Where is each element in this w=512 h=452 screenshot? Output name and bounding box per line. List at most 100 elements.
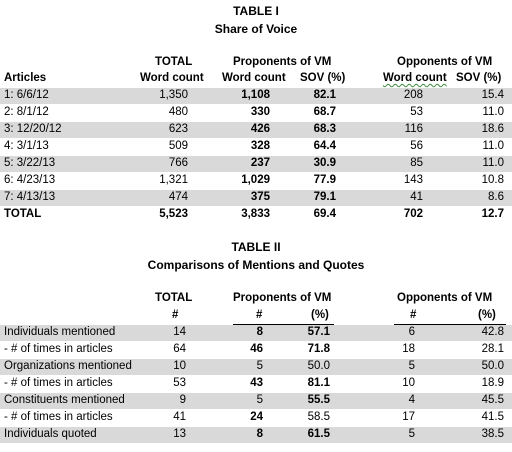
proponents-pct-header: (%) <box>311 309 329 321</box>
opponents-header: Opponents of VM <box>397 292 493 304</box>
proponents-sov: 68.7 <box>313 106 336 118</box>
opponents-wordcount: 116 <box>404 123 423 135</box>
table-row: 1: 6/6/12 1,350 1,108 82.1 208 15.4 <box>0 88 512 104</box>
row-label: 6: 4/23/13 <box>4 174 56 186</box>
proponents-wordcount: 330 <box>250 106 270 118</box>
proponents-header: Proponents of VM <box>233 292 332 304</box>
proponents-sov: 77.9 <box>313 174 336 186</box>
proponents-header-rule <box>233 324 334 325</box>
total-wordcount: 509 <box>168 140 188 152</box>
opponents-sov: 8.6 <box>488 191 504 203</box>
proponents-wordcount: 426 <box>250 123 270 135</box>
proponents-wordcount: 3,833 <box>241 208 270 220</box>
total-count-header: # <box>172 309 179 321</box>
table-row: - # of times in articles 53 43 81.1 10 1… <box>0 376 512 392</box>
total-count: 13 <box>173 428 186 440</box>
table-row: 2: 8/1/12 480 330 68.7 53 11.0 <box>0 105 512 121</box>
row-label: 3: 12/20/12 <box>4 123 62 135</box>
table-row: 4: 3/1/13 509 328 64.4 56 11.0 <box>0 139 512 155</box>
total-count: 53 <box>173 377 186 389</box>
opponents-sov: 11.0 <box>482 140 504 152</box>
total-count: 64 <box>173 343 186 355</box>
total-wordcount: 623 <box>168 123 188 135</box>
opponents-wordcount-header: Word count <box>383 72 447 84</box>
proponents-pct: 61.5 <box>307 428 330 440</box>
table1-title: TABLE I <box>233 4 279 18</box>
table-row: Organizations mentioned 10 5 50.0 5 50.0 <box>0 359 512 375</box>
proponents-wordcount: 1,108 <box>241 89 270 101</box>
proponents-sov: 64.4 <box>313 140 336 152</box>
total-wordcount: 480 <box>168 106 188 118</box>
opponents-sov: 11.0 <box>482 157 504 169</box>
row-label: 7: 4/13/13 <box>4 191 56 203</box>
table-row: 7: 4/13/13 474 375 79.1 41 8.6 <box>0 190 512 206</box>
opponents-wordcount: 143 <box>403 174 423 186</box>
opponents-count: 18 <box>402 343 415 355</box>
opponents-header-rule <box>394 324 506 325</box>
proponents-sov: 79.1 <box>313 191 336 203</box>
row-label: - # of times in articles <box>4 343 113 355</box>
table-row-total: TOTAL 5,523 3,833 69.4 702 12.7 <box>0 207 512 223</box>
articles-header: Articles <box>4 72 47 84</box>
opponents-sov: 12.7 <box>481 208 504 220</box>
proponents-wordcount: 1,029 <box>241 174 270 186</box>
total-count: 9 <box>179 394 186 406</box>
opponents-wordcount: 56 <box>410 140 423 152</box>
opponents-count: 10 <box>402 377 415 389</box>
opponents-sov: 10.8 <box>481 174 504 186</box>
total-wordcount-header: Word count <box>140 72 204 84</box>
proponents-pct: 71.8 <box>307 343 330 355</box>
total-wordcount: 474 <box>168 191 188 203</box>
row-label: Constituents mentioned <box>4 394 125 406</box>
total-wordcount: 5,523 <box>159 208 188 220</box>
total-count: 41 <box>173 411 186 423</box>
total-count: 14 <box>173 326 186 338</box>
opponents-count: 6 <box>408 326 415 338</box>
proponents-pct: 55.5 <box>307 394 330 406</box>
table-row: 5: 3/22/13 766 237 30.9 85 11.0 <box>0 156 512 172</box>
opponents-sov: 11.0 <box>482 106 504 118</box>
proponents-sov: 68.3 <box>313 123 336 135</box>
opponents-wordcount: 85 <box>410 157 423 169</box>
table2-subtitle: Comparisons of Mentions and Quotes <box>147 258 365 272</box>
proponents-wordcount: 237 <box>250 157 270 169</box>
opponents-pct: 41.5 <box>481 411 504 423</box>
table-row: - # of times in articles 64 46 71.8 18 2… <box>0 342 512 358</box>
table-row: 6: 4/23/13 1,321 1,029 77.9 143 10.8 <box>0 173 512 189</box>
opponents-pct: 45.5 <box>481 394 504 406</box>
proponents-pct: 57.1 <box>307 326 330 338</box>
row-label: 2: 8/1/12 <box>4 106 49 118</box>
proponents-pct: 81.1 <box>307 377 330 389</box>
proponents-sov: 30.9 <box>313 157 336 169</box>
row-label: - # of times in articles <box>4 377 113 389</box>
table-row: Constituents mentioned 9 5 55.5 4 45.5 <box>0 393 512 409</box>
total-count: 10 <box>173 360 186 372</box>
opponents-wordcount: 208 <box>403 89 423 101</box>
opponents-pct: 42.8 <box>481 326 504 338</box>
table-row: Individuals mentioned 14 8 57.1 6 42.8 <box>0 325 512 341</box>
proponents-wordcount: 328 <box>250 140 270 152</box>
total-wordcount: 766 <box>168 157 188 169</box>
proponents-count: 5 <box>256 360 263 372</box>
opponents-pct: 50.0 <box>481 360 504 372</box>
proponents-count: 8 <box>256 326 263 338</box>
proponents-count: 43 <box>250 377 263 389</box>
proponents-wordcount: 375 <box>250 191 270 203</box>
proponents-sov: 82.1 <box>313 89 336 101</box>
row-label: TOTAL <box>4 208 42 220</box>
proponents-sov-header: SOV (%) <box>300 72 346 84</box>
proponents-sov: 69.4 <box>313 208 336 220</box>
row-label: 5: 3/22/13 <box>4 157 56 169</box>
opponents-wordcount: 53 <box>410 106 423 118</box>
total-wordcount: 1,321 <box>159 174 188 186</box>
proponents-pct: 58.5 <box>307 411 330 423</box>
opponents-sov-header: SOV (%) <box>456 72 502 84</box>
row-label: - # of times in articles <box>4 411 113 423</box>
opponents-pct-header: (%) <box>478 309 496 321</box>
row-label: Individuals quoted <box>4 428 97 440</box>
opponents-sov: 15.4 <box>481 89 504 101</box>
proponents-count-header: # <box>256 309 263 321</box>
row-label: 4: 3/1/13 <box>4 140 49 152</box>
proponents-count: 46 <box>250 343 263 355</box>
opponents-header: Opponents of VM <box>397 56 493 68</box>
